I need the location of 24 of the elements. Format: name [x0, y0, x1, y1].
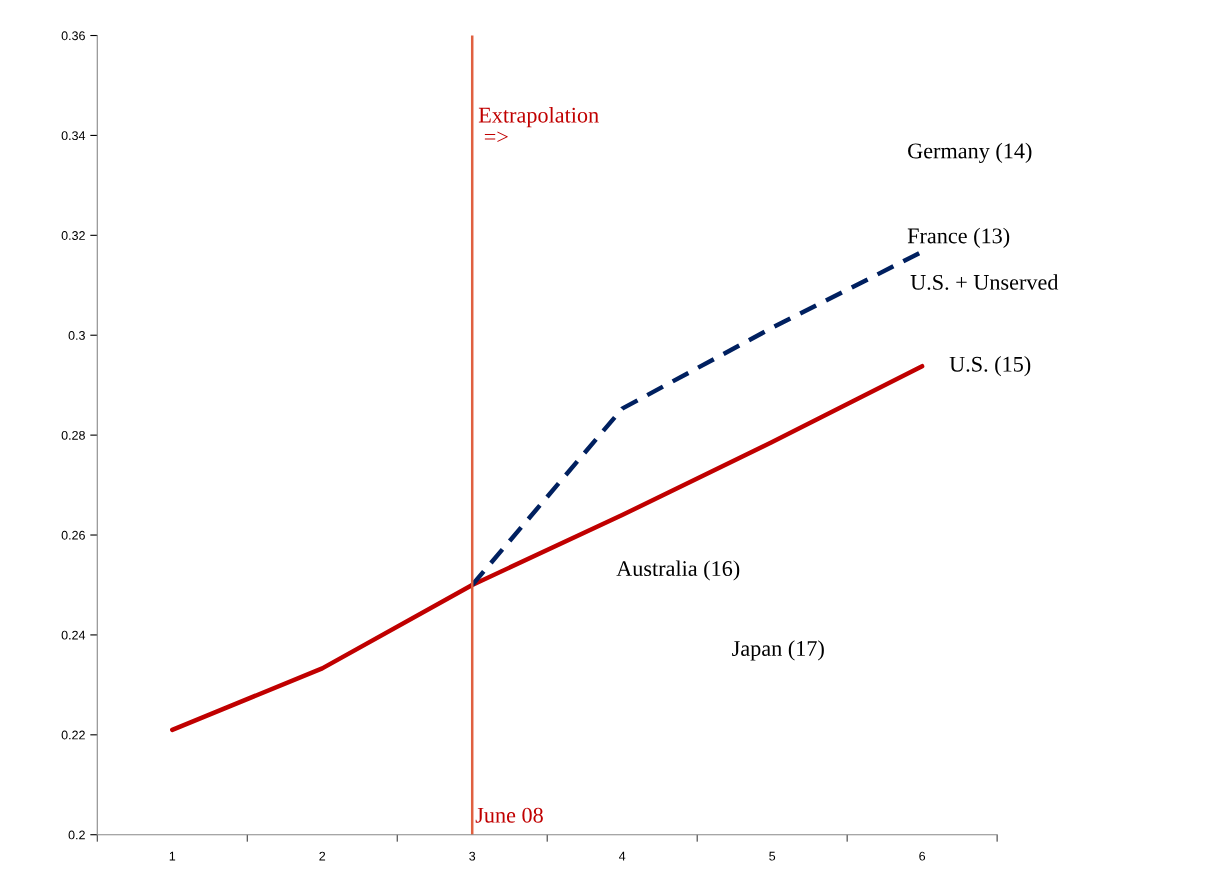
x-tick-label: 2 — [319, 851, 326, 861]
annotation: Extrapolation => — [478, 107, 599, 143]
y-tick-label: 0.36 — [61, 31, 85, 41]
annotation: Japan (17) — [732, 640, 824, 661]
y-tick-label: 0.34 — [61, 131, 86, 141]
y-tick-label: 0.22 — [61, 730, 85, 740]
x-tick-label: 3 — [469, 851, 476, 861]
y-tick-label: 0.24 — [61, 630, 86, 640]
y-tick-label: 0.3 — [68, 331, 85, 340]
x-tick-label: 5 — [769, 851, 776, 861]
y-tick-label: 0.32 — [61, 231, 85, 240]
line-series — [170, 363, 925, 733]
x-tick-label: 6 — [919, 851, 926, 861]
annotation: Australia (16) — [616, 560, 740, 581]
y-tick-label: 0.2 — [68, 830, 85, 840]
ref-line-label: June 08 — [475, 807, 543, 823]
series-label: U.S. (15) — [949, 356, 1031, 377]
series-label: U.S. + Unserved — [910, 274, 1059, 290]
annotation: France (13) — [907, 227, 1010, 248]
x-tick-label: 4 — [619, 851, 626, 861]
y-tick-label: 0.26 — [61, 530, 85, 540]
x-tick-label: 1 — [169, 851, 176, 861]
annotation: Germany (14) — [908, 142, 1032, 164]
y-tick-label: 0.28 — [61, 430, 85, 440]
